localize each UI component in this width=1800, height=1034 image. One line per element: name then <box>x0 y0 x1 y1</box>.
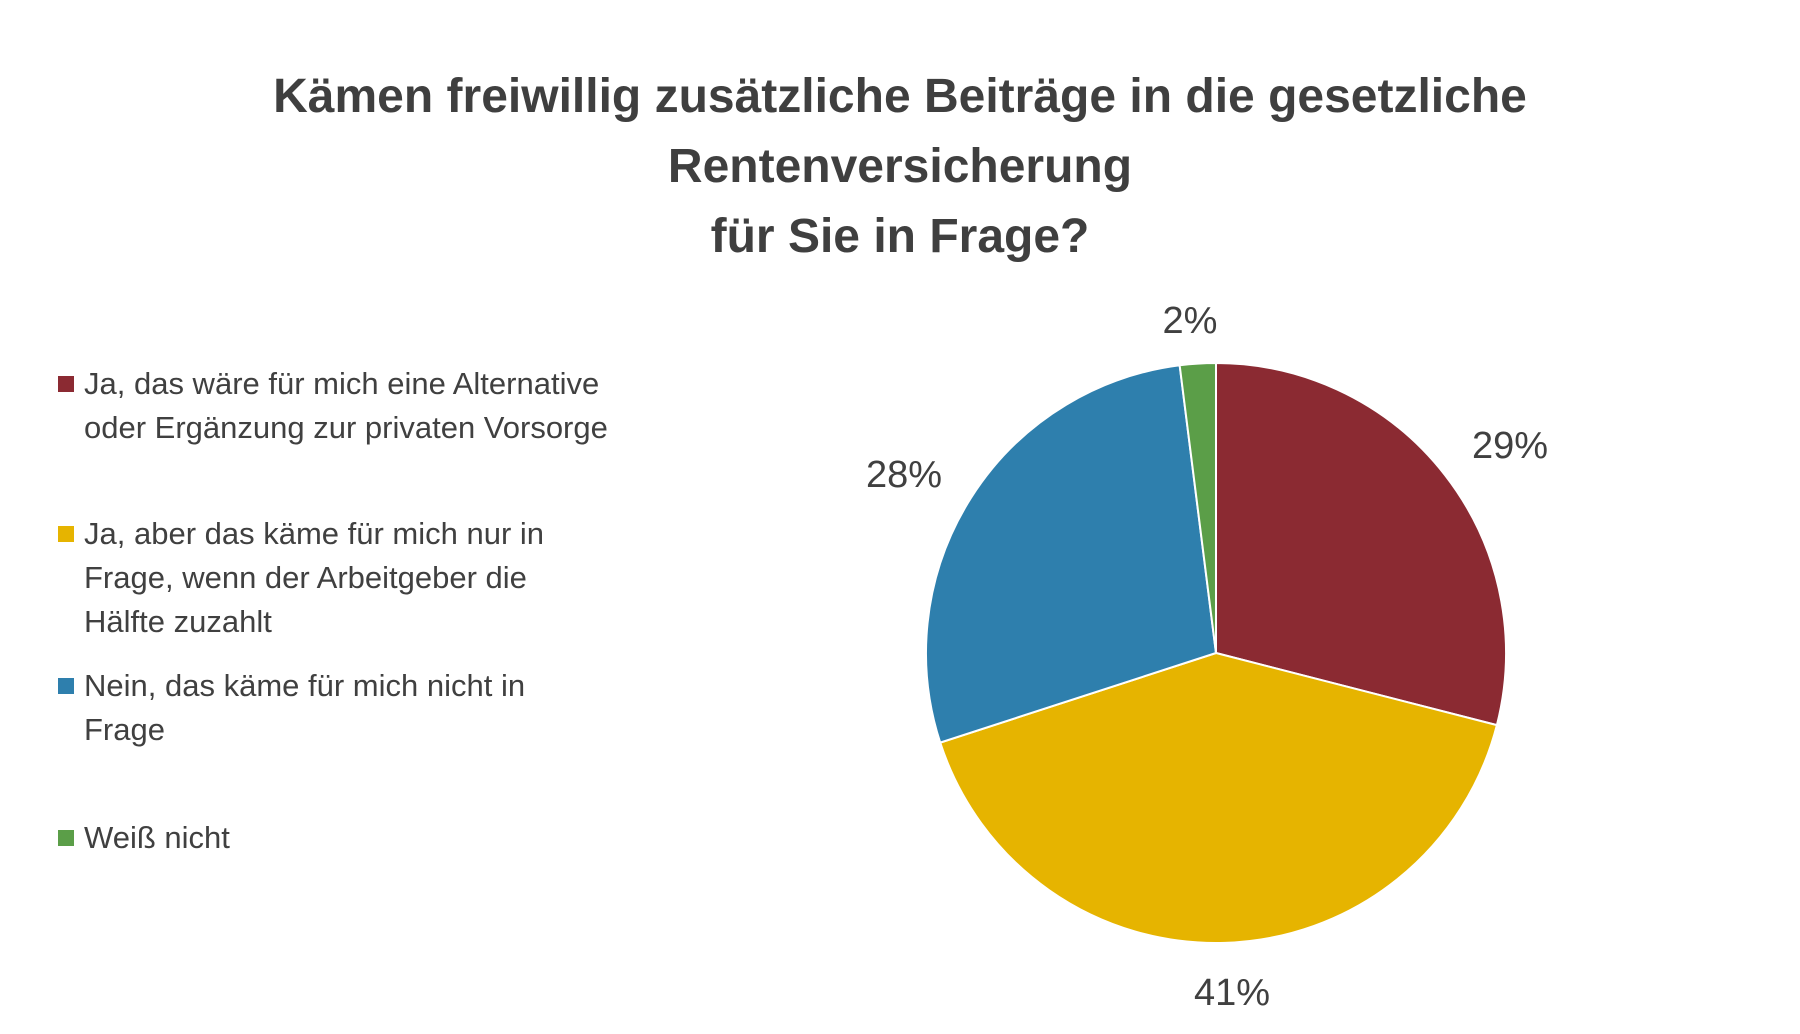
slice-value-label-4: 2% <box>1163 300 1218 342</box>
legend-swatch-2 <box>58 526 74 542</box>
legend-label-2-line-2: Frage, wenn der Arbeitgeber die <box>84 560 527 595</box>
legend-label-2: Ja, aber das käme für mich nur in Frage,… <box>84 512 664 644</box>
legend-label-4-line-1: Weiß nicht <box>84 820 230 855</box>
legend-label-1-line-1: Ja, das wäre für mich eine Alternative <box>84 366 600 401</box>
legend-swatch-1 <box>58 376 74 392</box>
legend-label-2-line-3: Hälfte zuzahlt <box>84 604 272 639</box>
legend-label-3-line-1: Nein, das käme für mich nicht in <box>84 668 526 703</box>
chart-title-line-3: für Sie in Frage? <box>710 210 1090 263</box>
slice-value-label-1: 29% <box>1472 425 1548 467</box>
legend-swatch-4 <box>58 830 74 846</box>
chart-title-line-1: Kämen freiwillig zusätzliche Beiträge in… <box>273 70 1527 123</box>
pie-slice-4 <box>1178 361 1217 654</box>
pie-slice-1 <box>1215 361 1507 727</box>
slice-value-label-2: 41% <box>1194 972 1270 1014</box>
pie-slice-2 <box>938 651 1499 944</box>
pie-slice-3 <box>925 364 1218 744</box>
chart-title: Kämen freiwillig zusätzliche Beiträge in… <box>0 62 1800 272</box>
legend-label-3: Nein, das käme für mich nicht in Frage <box>84 664 664 752</box>
legend-swatch-3 <box>58 678 74 694</box>
legend-label-3-line-2: Frage <box>84 712 165 747</box>
slice-value-label-3: 28% <box>866 454 942 496</box>
legend-label-1-line-2: oder Ergänzung zur privaten Vorsorge <box>84 410 608 445</box>
legend-label-2-line-1: Ja, aber das käme für mich nur in <box>84 516 545 551</box>
legend-label-4: Weiß nicht <box>84 816 664 860</box>
chart-title-line-2: Rentenversicherung <box>667 140 1133 193</box>
legend-label-1: Ja, das wäre für mich eine Alternative o… <box>84 362 664 450</box>
